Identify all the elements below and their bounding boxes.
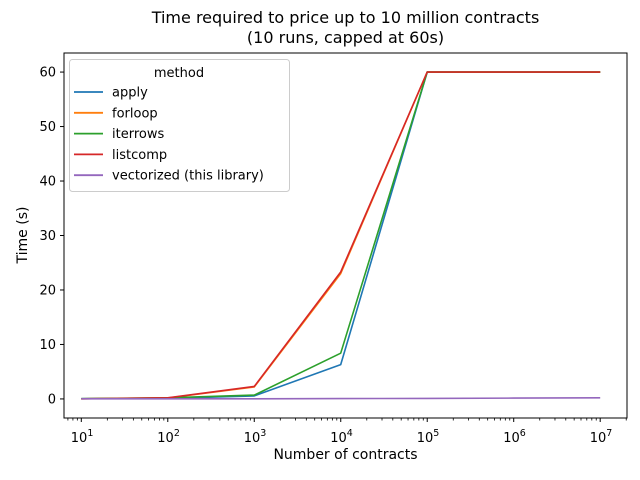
x-tick-label: 103 [244, 428, 267, 446]
y-tick-label: 40 [39, 175, 56, 190]
chart-title-line1: Time required to price up to 10 million … [151, 8, 540, 27]
legend-label-listcomp: listcomp [112, 148, 167, 163]
legend: method apply forloop iterrows listcomp vector… [69, 59, 290, 192]
legend-label-apply: apply [112, 86, 148, 101]
y-tick-label: 10 [39, 338, 56, 353]
legend-label-vectorized-this-library: vectorized (this library) [112, 169, 264, 184]
series-line-vectorized-this-library [81, 396, 601, 400]
legend-label-iterrows: iterrows [112, 127, 164, 142]
x-tick-label: 101 [71, 428, 94, 446]
x-tick-label: 102 [157, 428, 180, 446]
chart-title: Time required to price up to 10 million … [64, 8, 627, 48]
y-tick-label: 60 [39, 66, 56, 81]
legend-box [69, 59, 290, 192]
y-tick-label: 30 [39, 229, 56, 244]
legend-title: method [154, 66, 204, 81]
y-tick-label: 0 [48, 392, 56, 407]
x-tick-label: 105 [417, 428, 440, 446]
x-tick-label: 106 [503, 428, 526, 446]
y-tick-label: 50 [39, 120, 56, 135]
legend-label-forloop: forloop [112, 106, 158, 121]
x-tick-label: 104 [330, 428, 353, 446]
x-tick-label: 107 [590, 428, 613, 446]
series-line-listcomp [81, 71, 601, 400]
x-axis-label: Number of contracts [273, 447, 418, 463]
chart-title-line2: (10 runs, capped at 60s) [246, 28, 445, 47]
y-tick-label: 20 [39, 283, 56, 298]
